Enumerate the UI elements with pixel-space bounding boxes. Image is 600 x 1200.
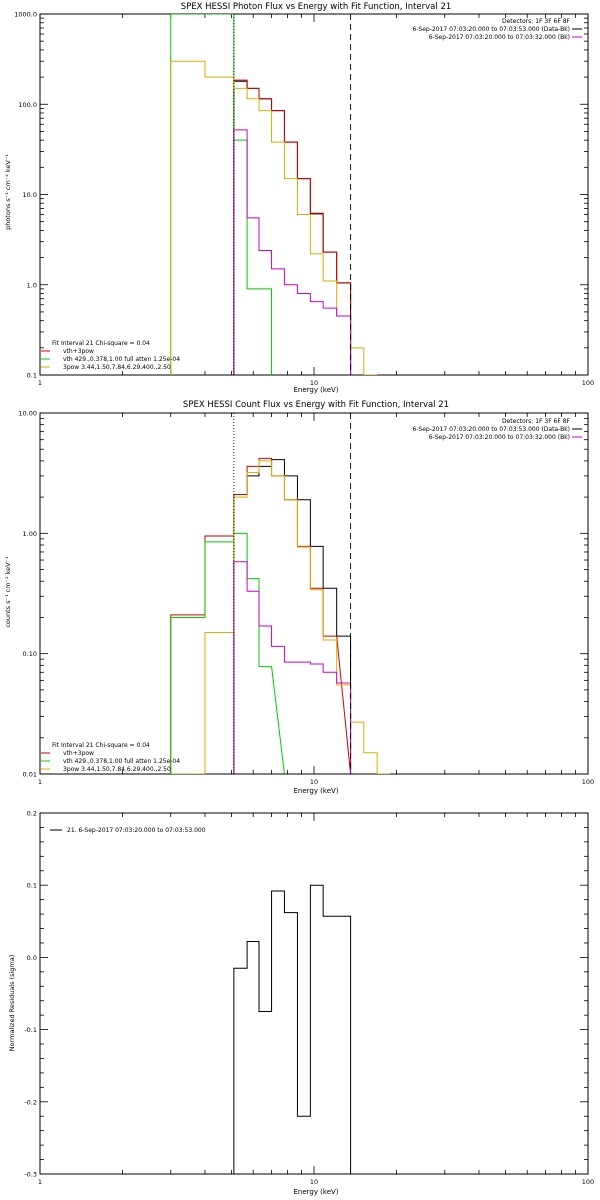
photon-y-tick-label: 1000.0 [14,11,37,19]
count-legend-bk-entry: 6-Sep-2017 07:03:20.000 to 07:03:32.000 … [429,434,570,441]
residuals-y-tick-label: 0.0 [27,954,37,962]
count-series-3pow [170,460,391,774]
count-x-tick-label: 100 [582,778,594,786]
residuals-y-tick-label: -0.1 [24,1026,37,1034]
residuals-xlabel: Energy (keV) [293,1188,338,1196]
count-xlabel: Energy (keV) [293,787,338,795]
count-plot-area: 1 10 100 0.01 0.10 1.00 10.00 [18,410,594,787]
photon-series-vth-3pow [233,79,352,375]
photon-y-tick-label: 100.0 [18,101,37,109]
photon-legend-vth-label: vth 429.,0.378,1.00 full atten 1.25e-04 [63,356,180,363]
count-legend-top-right: Detectors: 1F 3F 6F 8F 6-Sep-2017 07:03:… [412,418,582,441]
residuals-legend: 21. 6-Sep-2017 07:03:20.000 to 07:03:53.… [50,827,206,834]
count-legend-fit-header: Fit Interval 21 Chi-square = 0.04 [52,742,150,749]
photon-legend-vth3pow-label: vth+3pow [63,348,94,355]
count-legend-data-entry: 6-Sep-2017 07:03:20.000 to 07:03:53.000 … [412,426,570,433]
count-panel: SPEX HESSI Count Flux vs Energy with Fit… [4,400,594,795]
residuals-y-tick-label: -0.3 [24,1171,37,1179]
residuals-y-tick-label: 0.1 [27,882,37,890]
photon-y-tick-label: 1.0 [27,281,37,289]
count-y-tick-label: 0.10 [23,650,37,658]
photon-plot-area: 1 10 100 0.1 1.0 10.0 100.0 1000.0 [14,11,594,388]
photon-ylabel: photons s⁻¹ cm⁻² keV⁻¹ [4,154,12,230]
count-y-tick-label: 10.00 [18,410,37,418]
residuals-y-tick-label: -0.2 [24,1098,37,1106]
count-legend-vth-label: vth 429.,0.378,1.00 full atten 1.25e-04 [63,758,180,765]
photon-legend-detectors: Detectors: 1F 3F 6F 8F [502,18,571,25]
photon-legend-fit-header: Fit Interval 21 Chi-square = 0.04 [52,340,150,347]
photon-legend-3pow-label: 3pow 3.44,1.50,7.84,6.29,400.,2.50 [63,364,171,371]
count-legend-detectors: Detectors: 1F 3F 6F 8F [502,418,571,425]
photon-series-vth [170,14,273,375]
residuals-panel: 1 10 100 -0.3 -0.2 -0.1 0.0 0.1 0.2 Energy (keV)… [8,810,594,1197]
photon-title: SPEX HESSI Photon Flux vs Energy with Fi… [181,2,452,12]
residuals-y-tick-label: 0.2 [27,810,37,818]
count-title: SPEX HESSI Count Flux vs Energy with Fit… [183,400,449,410]
count-series-background [233,561,352,774]
residuals-legend-label: 21. 6-Sep-2017 07:03:20.000 to 07:03:53.… [67,827,206,834]
residuals-ylabel: Normalized Residuals (sigma) [8,955,16,1052]
photon-x-tick-label: 100 [582,379,594,387]
photon-series-background [233,129,352,375]
residuals-x-tick-label: 100 [582,1178,594,1186]
photon-xlabel: Energy (keV) [293,386,338,394]
residuals-plot-area: 1 10 100 -0.3 -0.2 -0.1 0.0 0.1 0.2 [24,810,594,1187]
count-y-tick-label: 0.01 [23,771,37,779]
residuals-series-residual [233,884,352,1174]
count-legend-vth3pow-label: vth+3pow [63,750,94,757]
photon-x-tick-label: 10 [310,379,318,387]
count-x-tick-label: 10 [310,778,318,786]
photon-y-tick-label: 0.1 [27,372,37,380]
photon-legend-bk-entry: 6-Sep-2017 07:03:20.000 to 07:03:32.000 … [429,34,570,41]
count-ylabel: counts s⁻¹ cm⁻² keV⁻¹ [4,556,12,628]
count-legend-bottom-left: Fit Interval 21 Chi-square = 0.04 vth+3p… [41,742,180,773]
photon-y-tick-label: 10.0 [23,191,37,199]
count-series-data [233,459,352,774]
photon-legend-top-right: Detectors: 1F 3F 6F 8F 6-Sep-2017 07:03:… [412,18,582,41]
photon-panel: SPEX HESSI Photon Flux vs Energy with Fi… [4,2,594,394]
residuals-x-tick-label: 1 [38,1178,42,1186]
count-legend-3pow-label: 3pow 3.44,1.50,7.84,6.29,400.,2.50 [63,766,171,773]
photon-legend-bottom-left: Fit Interval 21 Chi-square = 0.04 vth+3p… [41,340,180,371]
count-x-tick-label: 1 [38,778,42,786]
count-series-vth [170,532,285,774]
count-y-tick-label: 1.00 [23,530,37,538]
residuals-x-tick-label: 10 [310,1178,318,1186]
photon-legend-data-entry: 6-Sep-2017 07:03:20.000 to 07:03:53.000 … [412,26,570,33]
photon-x-tick-label: 1 [38,379,42,387]
